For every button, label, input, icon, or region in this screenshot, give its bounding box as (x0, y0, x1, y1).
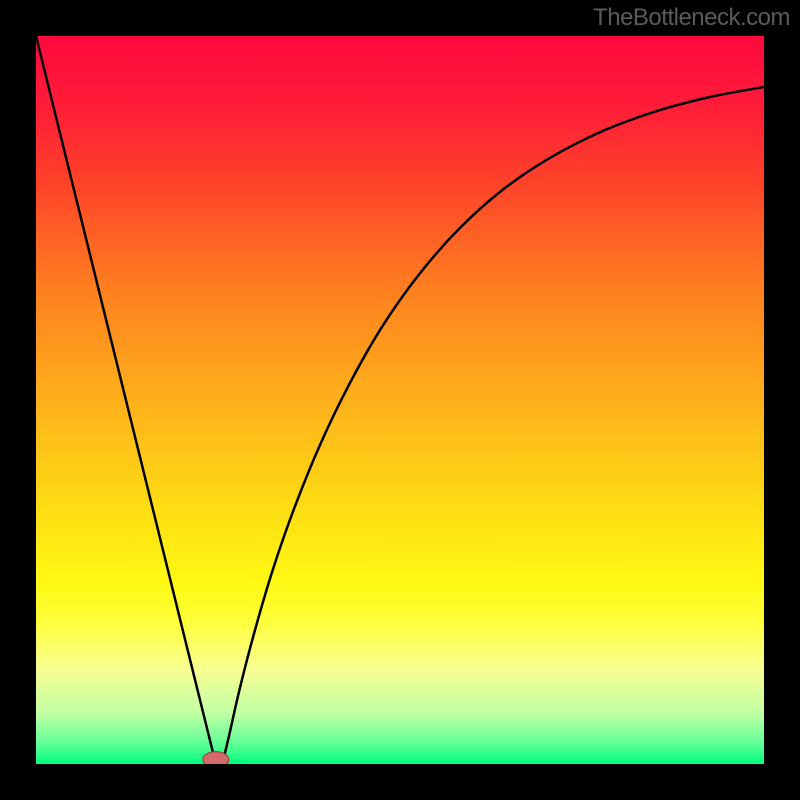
plot-background (36, 36, 764, 764)
bottleneck-chart: TheBottleneck.com (0, 0, 800, 800)
attribution-label: TheBottleneck.com (593, 4, 790, 32)
chart-svg (0, 0, 800, 800)
bottleneck-marker (203, 752, 229, 768)
